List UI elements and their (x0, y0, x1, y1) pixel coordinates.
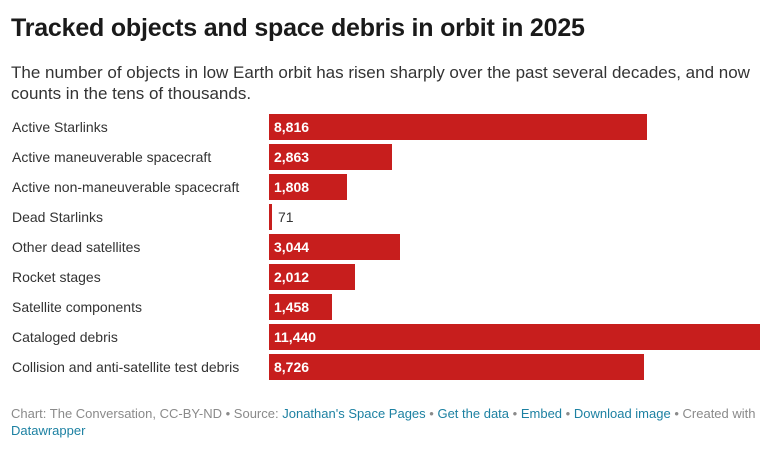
download-image-link[interactable]: Download image (573, 406, 671, 421)
source-prefix: Source: (233, 406, 279, 421)
bar-chart: Active Starlinks 8,816 Active maneuverable… (0, 114, 783, 384)
value-label: 8,816 (274, 119, 310, 135)
footer-separator: • (565, 406, 571, 421)
value-label: 2,012 (274, 269, 310, 285)
bar (269, 204, 272, 230)
value-label: 2,863 (274, 149, 310, 165)
bar (269, 144, 392, 170)
bar-row: Satellite components 1,458 (0, 294, 783, 320)
value-label: 3,044 (274, 239, 310, 255)
chart-credit: Chart: The Conversation, CC-BY-ND (11, 406, 222, 421)
value-label: 1,458 (274, 299, 310, 315)
source-link[interactable]: Jonathan's Space Pages (282, 406, 426, 421)
bar (269, 354, 644, 380)
value-label: 8,726 (274, 359, 310, 375)
created-with-text: Created with (682, 406, 756, 421)
category-label: Dead Starlinks (12, 209, 104, 225)
datawrapper-link[interactable]: Datawrapper (11, 423, 86, 438)
bar-row: Cataloged debris 11,440 (0, 324, 783, 350)
footer-separator: • (512, 406, 518, 421)
embed-link[interactable]: Embed (520, 406, 563, 421)
bar-row: Active Starlinks 8,816 (0, 114, 783, 140)
category-label: Active Starlinks (12, 119, 108, 135)
chart-title: Tracked objects and space debris in orbi… (11, 14, 585, 42)
footer-separator: • (225, 406, 231, 421)
bar-row: Dead Starlinks 71 (0, 204, 783, 230)
category-label: Active maneuverable spacecraft (12, 149, 212, 165)
bar-row: Collision and anti-satellite test debris… (0, 354, 783, 380)
category-label: Rocket stages (12, 269, 101, 285)
bar (269, 114, 647, 140)
value-label: 71 (278, 209, 294, 225)
category-label: Collision and anti-satellite test debris (12, 359, 240, 375)
footer-separator: • (674, 406, 679, 421)
chart-subtitle: The number of objects in low Earth orbit… (11, 63, 750, 103)
get-data-link[interactable]: Get the data (437, 406, 510, 421)
bar (269, 174, 347, 200)
bar-row: Other dead satellites 3,044 (0, 234, 783, 260)
bar (269, 324, 760, 350)
chart-footer: Chart: The Conversation, CC-BY-ND • Sour… (11, 405, 773, 439)
bar-row: Active non-maneuverable spacecraft 1,808 (0, 174, 783, 200)
bar-row: Active maneuverable spacecraft 2,863 (0, 144, 783, 170)
value-label: 1,808 (274, 179, 310, 195)
category-label: Cataloged debris (12, 329, 118, 345)
bar-row: Rocket stages 2,012 (0, 264, 783, 290)
bar (269, 294, 332, 320)
category-label: Other dead satellites (12, 239, 141, 255)
category-label: Active non-maneuverable spacecraft (12, 179, 240, 195)
footer-separator: • (429, 406, 434, 421)
category-label: Satellite components (12, 299, 142, 315)
bar (269, 264, 355, 290)
bar (269, 234, 400, 260)
value-label: 11,440 (274, 329, 317, 345)
